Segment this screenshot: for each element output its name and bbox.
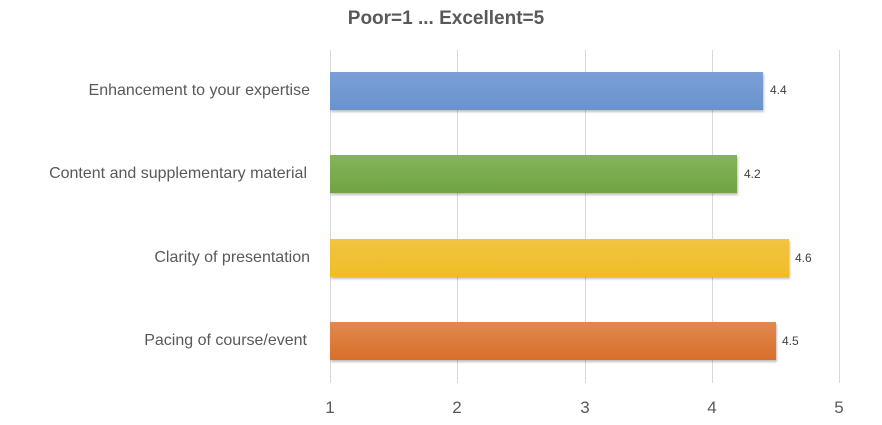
gridline-4 <box>712 50 713 383</box>
gridline-3 <box>585 50 586 383</box>
x-tick-1: 1 <box>325 398 335 417</box>
value-label-clarity: 4.6 <box>795 251 812 265</box>
category-label-pacing: Pacing of course/event <box>144 332 307 349</box>
category-label-content: Content and supplementary material <box>49 165 307 182</box>
value-label-enhancement: 4.4 <box>770 83 787 97</box>
category-label-clarity: Clarity of presentation <box>154 249 310 266</box>
axis-line <box>330 50 331 383</box>
value-label-content: 4.2 <box>744 167 761 181</box>
bar-content <box>330 155 737 193</box>
gridline-2 <box>457 50 458 383</box>
value-label-pacing: 4.5 <box>782 334 799 348</box>
category-label-enhancement: Enhancement to your expertise <box>88 82 310 99</box>
x-tick-3: 3 <box>580 398 590 417</box>
plot-area: 4.4 4.2 4.6 4.5 <box>330 50 840 383</box>
chart-title: Poor=1 ... Excellent=5 <box>347 8 545 29</box>
x-tick-4: 4 <box>707 398 717 417</box>
gridline-5 <box>839 50 840 383</box>
x-tick-2: 2 <box>452 398 462 417</box>
x-tick-5: 5 <box>834 398 844 417</box>
bar-clarity <box>330 239 789 277</box>
bar-pacing <box>330 322 776 360</box>
bar-enhancement <box>330 72 763 110</box>
